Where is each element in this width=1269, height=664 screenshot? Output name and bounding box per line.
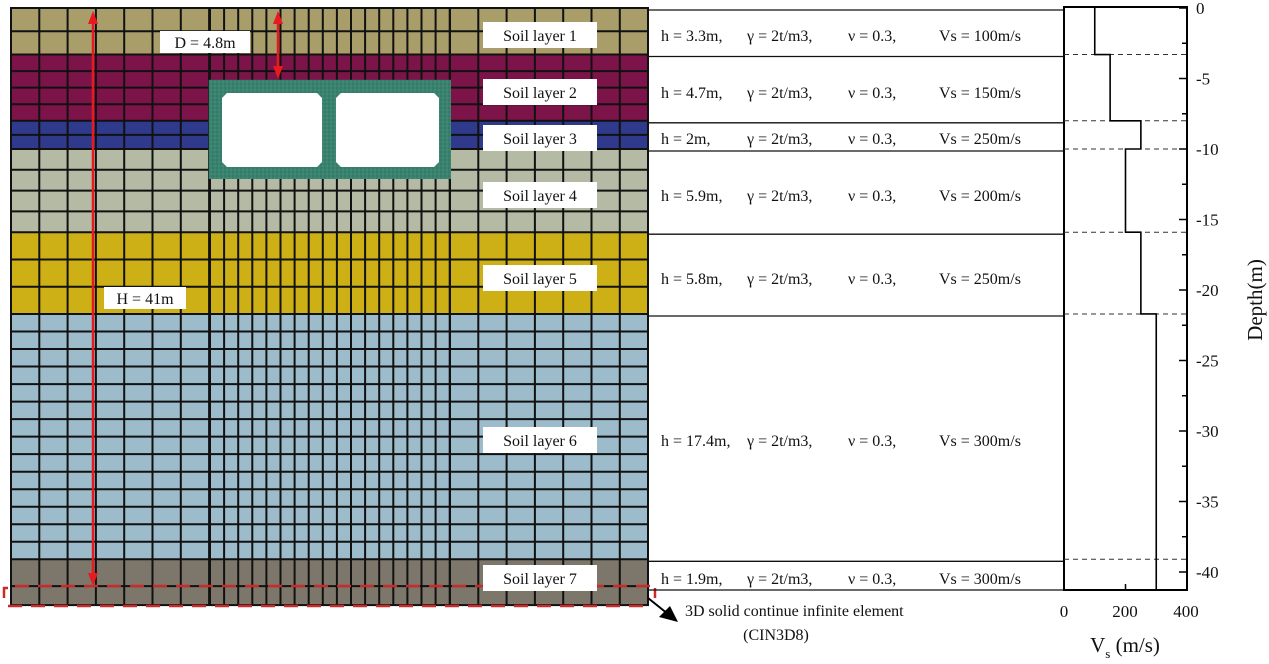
y-tick-label: -15 [1196,211,1219,230]
x-axis-label: Vs (m/s) [1090,633,1160,661]
tunnel-structure [208,79,451,179]
layer-h: h = 5.9m, [661,188,722,205]
infinite-element-label: 3D solid continue infinite element [685,603,904,620]
layer-h: h = 2m, [661,131,710,148]
layer-label-box [483,79,597,105]
vs-profile-chart: 0 200 400 Vs (m/s) Depth(m) 0 -5 -10 -15 -20… [1060,0,1267,661]
arrow-up-icon [88,11,98,24]
layer-gamma: γ = 2t/m3, [746,85,812,102]
layer-label: Soil layer 2 [503,85,577,102]
layer-vs: Vs = 300m/s [939,433,1021,450]
layer-label-box [483,22,597,48]
layer-nu: ν = 0.3, [848,571,896,588]
layer-h: h = 5.8m, [661,271,722,288]
y-tick-label: -25 [1196,352,1219,371]
height-label: H = 41m [116,291,174,308]
y-axis-label: Depth(m) [1243,259,1267,341]
layer-label-box [483,182,597,208]
infinite-element-dashed-box [2,584,657,608]
layer-label: Soil layer 5 [503,271,577,288]
layer-label-box [483,125,597,151]
vs-profile-line [1093,7,1158,590]
layer-nu: ν = 0.3, [848,433,896,450]
layer-vs: Vs = 250m/s [939,271,1021,288]
layer-vs: Vs = 200m/s [939,188,1021,205]
layer-label-box [483,427,597,453]
layer-gamma: γ = 2t/m3, [746,28,812,45]
layer-nu: ν = 0.3, [848,188,896,205]
annotations: D = 4.8m H = 41m 3D solid continue infin… [2,11,904,644]
layer-label-box [483,265,597,291]
plot-frame [1063,6,1188,591]
layer-nu: ν = 0.3, [848,28,896,45]
arrow-down-icon [273,66,283,79]
x-tick-label: 200 [1112,602,1138,621]
layer-label: Soil layer 7 [503,571,577,588]
layer-vs: Vs = 100m/s [939,28,1021,45]
layer-rows: Soil layer 1 h = 3.3m, γ = 2t/m3, ν = 0.3, V… [483,9,1064,591]
layer-vs: Vs = 150m/s [939,85,1021,102]
layer-gamma: γ = 2t/m3, [746,433,812,450]
layer-gamma: γ = 2t/m3, [746,571,812,588]
layer-label-box [483,565,597,591]
layer-nu: ν = 0.3, [848,85,896,102]
layer-label: Soil layer 4 [503,188,577,205]
depth-label: D = 4.8m [174,35,236,52]
layer-label: Soil layer 1 [503,28,577,45]
height-label-box [104,287,186,309]
arrow-icon [659,606,678,622]
layer-label: Soil layer 6 [503,433,577,450]
layer-vs: Vs = 300m/s [939,571,1021,588]
depth-label-box [160,31,250,53]
arrow-up-icon [273,11,283,24]
layer-h: h = 1.9m, [661,571,722,588]
y-tick-label: 0 [1196,0,1205,18]
layer-nu: ν = 0.3, [848,271,896,288]
y-tick-label: -5 [1196,70,1210,89]
layer-gamma: γ = 2t/m3, [746,271,812,288]
layer-h: h = 3.3m, [661,28,722,45]
y-tick-label: -30 [1196,422,1219,441]
infinite-element-code: (CIN3D8) [743,627,809,644]
mesh-border [10,7,649,607]
layer-vs: Vs = 250m/s [939,131,1021,148]
layer-h: h = 17.4m, [661,433,730,450]
tunnel-cell-right [336,93,439,167]
layer-h: h = 4.7m, [661,85,722,102]
layer-gamma: γ = 2t/m3, [746,131,812,148]
layer-label: Soil layer 3 [503,131,577,148]
tunnel-cell-left [222,93,322,167]
x-tick-label: 0 [1060,602,1069,621]
y-tick-label: -40 [1196,563,1219,582]
arrow-down-icon [88,573,98,586]
x-tick-label: 400 [1173,602,1199,621]
layer-nu: ν = 0.3, [848,131,896,148]
y-tick-label: -10 [1196,140,1219,159]
y-tick-label: -20 [1196,281,1219,300]
layer-gamma: γ = 2t/m3, [746,188,812,205]
y-tick-label: -35 [1196,493,1219,512]
